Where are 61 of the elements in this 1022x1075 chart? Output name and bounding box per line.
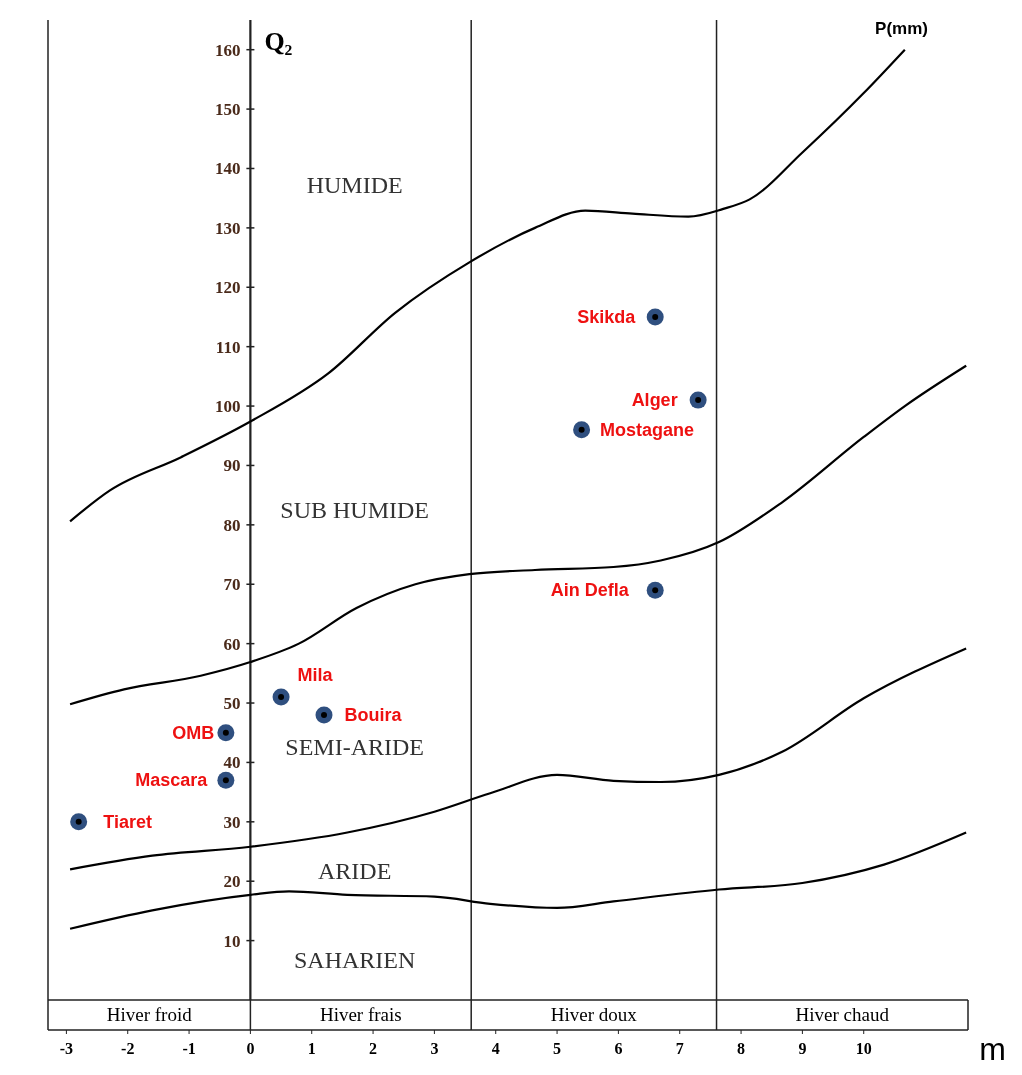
series-label: Alger [631, 390, 678, 411]
x-tick-label: 9 [798, 1040, 807, 1057]
y-tick-label: 70 [223, 575, 241, 595]
y-tick-label: 50 [223, 694, 241, 714]
point [70, 813, 88, 831]
annotation: P(mm) [875, 19, 928, 38]
annotation: SAHARIEN [293, 947, 416, 974]
annotation: ARIDE [318, 857, 392, 884]
x-tick-label: 1 [307, 1040, 316, 1057]
y-tick-label: 40 [223, 753, 241, 773]
series-label: OMB [172, 722, 215, 743]
point [689, 391, 707, 409]
x-tick-label: 3 [430, 1040, 439, 1057]
text: Hiver doux [550, 1004, 638, 1025]
y-axis-title: Q₂ [264, 27, 293, 56]
y-tick-label: 10 [223, 931, 241, 951]
annotation: SEMI-ARIDE [285, 733, 424, 760]
point [646, 581, 664, 599]
series-label: Mascara [135, 770, 209, 791]
point [217, 724, 235, 742]
y-tick-label: 130 [214, 218, 241, 238]
series-label: Mila [297, 665, 334, 686]
annotation: SUB HUMIDE [280, 497, 430, 524]
text: Hiver chaud [795, 1004, 890, 1025]
y-tick-label: 110 [215, 337, 241, 357]
y-tick-label: 100 [214, 397, 241, 417]
x-tick-label: 4 [491, 1040, 500, 1057]
x-tick-label: 7 [675, 1040, 684, 1057]
text: Hiver froid [106, 1004, 193, 1025]
y-tick-label: 150 [214, 100, 241, 120]
x-tick-label: -2 [121, 1040, 135, 1057]
y-tick-label: 160 [214, 40, 241, 60]
x-tick-label: 8 [737, 1040, 746, 1057]
x-tick-label: 5 [553, 1040, 562, 1057]
point [217, 771, 235, 789]
x-tick-label: -1 [182, 1040, 196, 1057]
annotation: HUMIDE [306, 171, 403, 198]
x-tick-label: 2 [369, 1040, 378, 1057]
line-series [68, 831, 968, 930]
y-tick-label: 60 [223, 634, 241, 654]
y-tick-label: 30 [223, 812, 241, 832]
point [272, 688, 290, 706]
x-tick-label: 6 [614, 1040, 623, 1057]
y-tick-label: 90 [223, 456, 241, 476]
point [573, 421, 591, 439]
y-tick-label: 80 [223, 515, 241, 535]
series-label: Ain Defla [550, 580, 630, 601]
point [315, 706, 333, 724]
series-label: Tiaret [103, 811, 153, 832]
x-tick-label: 0 [246, 1040, 255, 1057]
y-tick-label: 140 [214, 159, 241, 179]
y-tick-label: 120 [214, 278, 241, 298]
series-label: Skikda [577, 306, 637, 327]
series-label: Mostagane [600, 419, 695, 440]
text: Hiver frais [319, 1004, 402, 1025]
series-label: Bouira [344, 704, 403, 725]
x-tick-label: -3 [59, 1040, 74, 1057]
y-tick-label: 20 [223, 872, 241, 892]
point [646, 308, 664, 326]
x-tick-label: 10 [855, 1040, 872, 1057]
x-axis-title: m [979, 1031, 1006, 1067]
